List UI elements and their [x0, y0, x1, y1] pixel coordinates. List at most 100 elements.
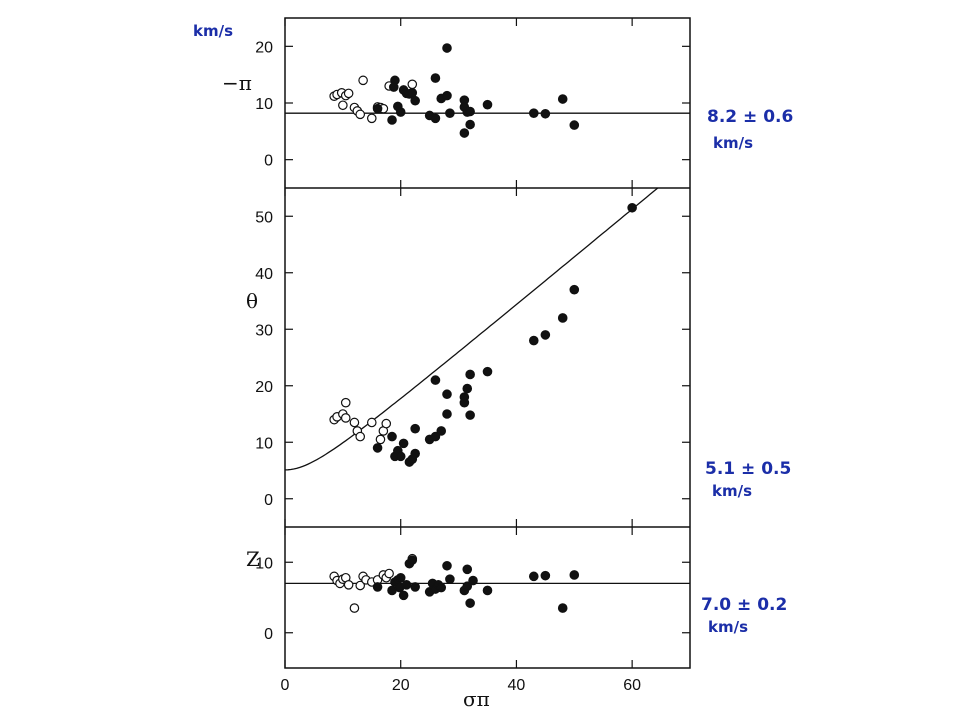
- middle-filled-point: [430, 431, 441, 442]
- middle-ytick-label: 10: [255, 435, 273, 452]
- middle-filled-point: [442, 409, 452, 419]
- middle-filled-point: [465, 369, 475, 380]
- middle-filled-point: [540, 330, 551, 340]
- bottom-ytick-label: 0: [264, 626, 273, 643]
- middle-fit-curve: [284, 187, 659, 471]
- middle-open-point: [375, 434, 386, 445]
- top-fit-annotation-unit: km/s: [713, 134, 753, 152]
- x-tick-label: 60: [623, 677, 641, 694]
- x-tick-label: 20: [392, 677, 410, 694]
- top-filled-point: [528, 108, 539, 118]
- middle-filled-point: [569, 284, 580, 295]
- middle-ytick-label: 20: [255, 379, 273, 396]
- top-filled-point: [465, 106, 475, 117]
- middle-fit-annotation-unit: km/s: [712, 482, 752, 500]
- middle-filled-point: [395, 451, 406, 462]
- x-axis-label: σπ: [463, 687, 490, 711]
- bottom-fit-annotation-unit: km/s: [708, 618, 748, 636]
- top-filled-point: [569, 120, 580, 130]
- middle-filled-point: [442, 389, 452, 400]
- bottom-filled-point: [468, 575, 478, 586]
- bottom-filled-point: [372, 582, 383, 592]
- middle-filled-point: [459, 392, 470, 402]
- data-points: [329, 43, 637, 613]
- top-filled-point: [465, 119, 475, 130]
- x-tick-label: 0: [281, 677, 290, 694]
- corner-unit-label: km/s: [193, 22, 233, 40]
- bottom-ytick-label: 10: [255, 555, 273, 572]
- bottom-filled-point: [442, 560, 452, 571]
- top-fit-annotation-value: 8.2 ± 0.6: [707, 107, 793, 127]
- top-ytick-label: 10: [255, 96, 273, 113]
- middle-filled-point: [465, 410, 475, 420]
- bottom-filled-point: [528, 571, 539, 582]
- middle-open-point: [349, 417, 360, 428]
- top-filled-point: [540, 108, 551, 119]
- top-filled-point: [372, 103, 383, 114]
- top-open-point: [338, 100, 348, 111]
- bottom-filled-point: [465, 598, 475, 608]
- top-filled-point: [557, 94, 568, 104]
- bottom-filled-point: [557, 603, 568, 613]
- top-ytick-label: 20: [255, 39, 273, 56]
- middle-filled-point: [557, 313, 568, 323]
- middle-open-point: [355, 431, 366, 442]
- middle-filled-point: [436, 426, 447, 436]
- bottom-filled-point: [462, 581, 473, 592]
- bottom-filled-point: [395, 572, 406, 583]
- bottom-filled-point: [436, 582, 447, 593]
- top-filled-point: [395, 107, 406, 117]
- top-ytick-label: 0: [264, 153, 273, 170]
- top-filled-point: [430, 73, 441, 83]
- middle-filled-point: [528, 335, 539, 346]
- bottom-open-point: [343, 580, 354, 590]
- bottom-filled-point: [569, 570, 580, 580]
- top-filled-point: [410, 95, 420, 106]
- middle-ytick-label: 40: [255, 266, 273, 283]
- bottom-filled-point: [401, 580, 412, 590]
- middle-filled-point: [627, 202, 637, 213]
- plot-border: [284, 17, 691, 669]
- middle-open-point: [340, 413, 351, 423]
- middle-filled-point: [387, 431, 397, 442]
- middle-filled-point: [398, 438, 409, 449]
- middle-open-point: [381, 418, 392, 429]
- bottom-filled-point: [407, 555, 418, 565]
- middle-filled-point: [372, 443, 383, 453]
- top-open-point: [355, 109, 366, 120]
- top-filled-point: [459, 128, 470, 138]
- top-filled-point: [407, 88, 418, 98]
- axis-ticks: 0 10 20 0 10 20 30 40 50 0 10 0 20 40 60: [255, 18, 690, 694]
- bottom-filled-point: [482, 585, 493, 596]
- middle-fit-annotation-value: 5.1 ± 0.5: [705, 459, 791, 479]
- middle-ytick-label: 0: [264, 492, 273, 509]
- top-open-point: [343, 88, 354, 99]
- middle-filled-point: [462, 383, 473, 394]
- top-filled-point: [442, 43, 452, 53]
- bottom-fit-annotation-value: 7.0 ± 0.2: [701, 595, 787, 615]
- bottom-open-point: [349, 603, 360, 613]
- middle-ytick-label: 50: [255, 209, 273, 226]
- bottom-filled-point: [540, 570, 551, 581]
- middle-open-point: [340, 397, 351, 408]
- fit-lines: [284, 112, 690, 585]
- bottom-filled-point: [410, 582, 420, 592]
- top-open-point: [407, 79, 418, 90]
- top-open-point: [366, 113, 377, 124]
- top-filled-point: [390, 75, 400, 86]
- middle-filled-point: [482, 366, 493, 377]
- middle-filled-point: [410, 448, 420, 459]
- top-filled-point: [445, 108, 455, 118]
- top-filled-point: [482, 99, 493, 110]
- bottom-open-point: [355, 580, 366, 591]
- top-filled-point: [442, 90, 452, 101]
- plot-frame: [284, 17, 691, 669]
- x-tick-label: 40: [508, 677, 526, 694]
- top-filled-point: [387, 115, 397, 125]
- middle-filled-point: [430, 375, 441, 385]
- middle-open-point: [366, 417, 377, 428]
- middle-filled-point: [410, 423, 420, 434]
- top-filled-point: [430, 113, 441, 124]
- middle-ytick-label: 30: [255, 322, 273, 339]
